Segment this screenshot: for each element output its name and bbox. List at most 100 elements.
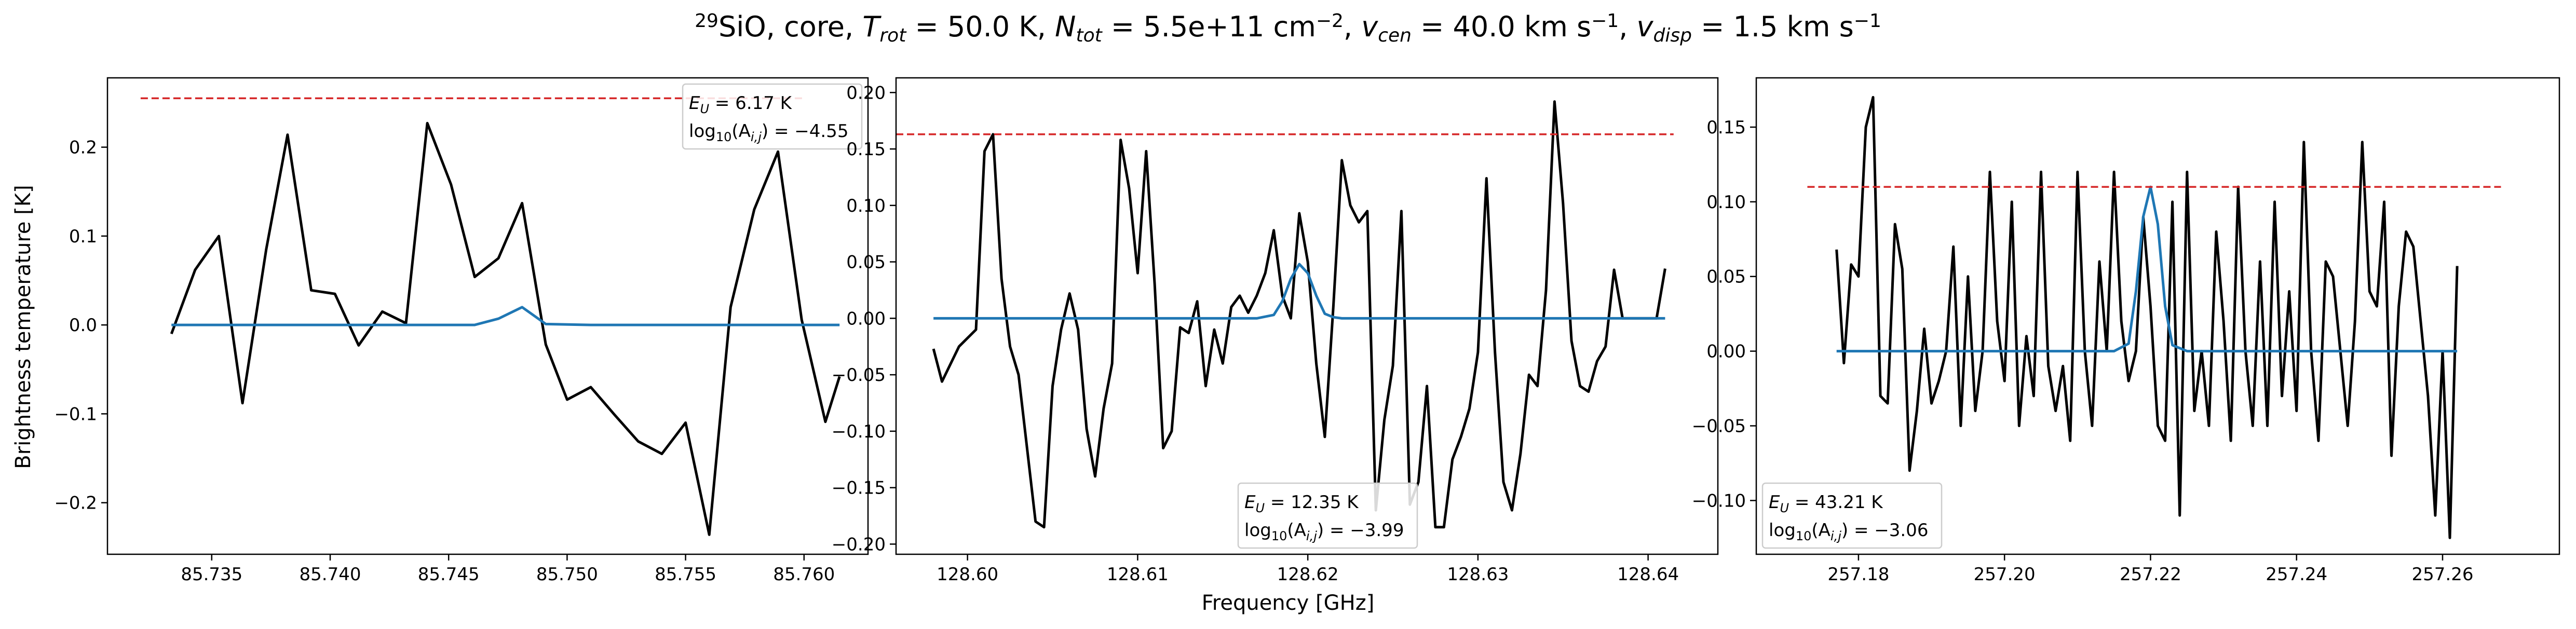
panel-2-model-line [933, 263, 1665, 320]
panel-1-legend-log-open: (A [731, 121, 751, 142]
title-sep1: , [1344, 10, 1361, 43]
x-axis-label: Frequency [GHz] [1202, 591, 1375, 615]
panel-3-legend-log-a: log10(Ai,j) = −3.06 [1769, 520, 1928, 543]
panel-3-y-tick-label: 0.10 [1706, 192, 1746, 213]
panel-3-x-tick-label: 257.20 [1974, 564, 2036, 585]
title-vcen-exp: −1 [1591, 10, 1619, 32]
title-sep2: , [1619, 10, 1636, 43]
panel-1-x-tick-label: 85.745 [418, 564, 480, 585]
title-ntot-value: = 5.5e+11 cm [1102, 10, 1316, 43]
panel-2-legend-log-sub2: i,j [1306, 529, 1317, 543]
panel-3-legend-box [1761, 482, 1943, 549]
panel-2-y-tick-label: −0.15 [832, 478, 886, 499]
panel-1-legend: EU = 6.17 K log10(Ai,j) = −4.55 [682, 83, 863, 150]
title-vdisp-exp: −1 [1854, 10, 1881, 32]
panel-3-legend-eu-value: = 43.21 K [1789, 492, 1883, 513]
panel-3-y-tick-label: −0.05 [1692, 416, 1746, 437]
title-isotope-sup: 29 [695, 10, 718, 32]
panel-3-observed-spectrum-line [1835, 95, 2459, 539]
title-trot-label: T [862, 10, 882, 43]
panel-1-legend-log-value: ) = −4.55 [762, 121, 849, 142]
panel-2-y-tick-label: −0.20 [832, 534, 886, 555]
panel-3-y-tick-label: 0.00 [1706, 341, 1746, 362]
panel-3-legend-eu: EU = 43.21 K [1769, 492, 1883, 515]
title-ntot-exp: −2 [1316, 10, 1344, 32]
panel-2-y-tick-label: 0.00 [846, 308, 886, 329]
panel-3-legend-log-open: (A [1811, 520, 1831, 541]
panel-1-legend-log-a: log10(Ai,j) = −4.55 [689, 121, 848, 144]
panel-2-legend-eu-sub: U [1255, 501, 1265, 515]
panel-3-y-tick-label: 0.15 [1706, 117, 1746, 138]
panel-1-legend-eu: EU = 6.17 K [689, 93, 793, 116]
panel-1-y-tick-label: 0.0 [69, 315, 97, 336]
panel-2-legend-log-open: (A [1287, 520, 1306, 541]
panel-3-y-tick-label: −0.10 [1692, 490, 1746, 511]
title-vcen-label: v [1361, 10, 1378, 43]
figure-title: 29SiO, core, Trot = 50.0 K, Ntot = 5.5e+… [695, 10, 1881, 46]
panel-1-observed-spectrum-line [170, 121, 841, 536]
panel-2-y-tick-label: −0.05 [832, 365, 886, 386]
panel-1-legend-log-sub2: i,j [751, 130, 762, 144]
panel-2-x-tick-label: 128.62 [1277, 564, 1339, 585]
panel-1-x-tick-label: 85.735 [181, 564, 242, 585]
panel-2-y-tick-label: 0.05 [846, 252, 886, 273]
title-vdisp-sub: disp [1653, 25, 1692, 46]
panel-2-y-tick-label: 0.15 [846, 139, 886, 160]
panel-2-x-tick-label: 128.63 [1447, 564, 1509, 585]
panel-2-legend-eu: EU = 12.35 K [1244, 492, 1359, 515]
panel-3-legend-log: log [1769, 520, 1796, 541]
title-vdisp-label: v [1637, 10, 1654, 43]
panel-2-legend-log-a: log10(Ai,j) = −3.99 [1244, 520, 1404, 543]
title-vcen-sub: cen [1378, 25, 1412, 46]
panel-1-legend-log-sub: 10 [716, 130, 732, 144]
panel-3-legend-eu-sub: U [1780, 501, 1789, 515]
panel-1-y-tick-label: −0.1 [54, 404, 97, 425]
panel-3-axes-frame [1755, 77, 2560, 555]
title-trot-sub: rot [879, 25, 907, 46]
panel-2-legend-box [1237, 482, 1418, 549]
panel-1-y-tick-label: 0.2 [69, 138, 97, 158]
panel-2-legend-log-sub: 10 [1271, 529, 1287, 543]
panel-2-legend: EU = 12.35 K log10(Ai,j) = −3.99 [1237, 482, 1418, 549]
panel-1-legend-eu-value: = 6.17 K [709, 93, 793, 114]
panel-1-legend-eu-sub: U [700, 102, 709, 116]
panel-1-legend-box [682, 83, 863, 150]
panel-3-x-tick-label: 257.24 [2266, 564, 2327, 585]
title-ntot-label: N [1055, 10, 1076, 43]
title-species: SiO, core, [718, 10, 862, 43]
panel-2-observed-spectrum-line [932, 100, 1666, 529]
panel-1-x-tick-label: 85.750 [536, 564, 598, 585]
panel-2-x-tick-label: 128.64 [1617, 564, 1679, 585]
panel-2-axes-frame [895, 77, 1719, 555]
panel-1-y-tick-label: 0.1 [69, 226, 97, 247]
panel-3-legend-eu-symbol: E [1769, 492, 1780, 513]
panel-3-x-tick-label: 257.26 [2411, 564, 2473, 585]
panel-3-legend-log-sub: 10 [1796, 529, 1812, 543]
panel-1-model-line [171, 306, 840, 326]
y-axis-label: Brightness temperature [K] [11, 185, 35, 469]
title-vdisp-value: = 1.5 km s [1692, 10, 1854, 43]
panel-2-legend-eu-symbol: E [1244, 492, 1256, 513]
panel-1-axes-frame [106, 77, 869, 555]
panel-3-x-tick-label: 257.22 [2120, 564, 2181, 585]
title-trot-value: = 50.0 K, [906, 10, 1055, 43]
panel-2-y-tick-label: 0.10 [846, 196, 886, 216]
panel-1: 85.735 85.740 85.745 85.750 85.755 85.760 −0.2… [54, 77, 869, 585]
panel-3-legend-log-value: ) = −3.06 [1841, 520, 1929, 541]
panel-2-legend-log-value: ) = −3.99 [1317, 520, 1404, 541]
panel-1-y-tick-label: −0.2 [54, 493, 97, 514]
panel-3-x-tick-label: 257.18 [1827, 564, 1889, 585]
title-vcen-value: = 40.0 km s [1412, 10, 1591, 43]
panel-2-y-tick-label: −0.10 [832, 421, 886, 442]
panel-1-x-tick-label: 85.755 [655, 564, 716, 585]
panel-2: 128.60 128.61 128.62 128.63 128.64 −0.20 −0.15… [832, 77, 1719, 585]
panel-1-x-tick-label: 85.740 [300, 564, 361, 585]
panel-2-legend-eu-value: = 12.35 K [1265, 492, 1359, 513]
panel-1-x-tick-label: 85.760 [773, 564, 835, 585]
panel-3-y-tick-label: 0.05 [1706, 267, 1746, 288]
panel-1-legend-log: log [689, 121, 716, 142]
panel-3: 257.18 257.20 257.22 257.24 257.26 −0.10 −0.05… [1692, 77, 2560, 585]
panel-3-legend-log-sub2: i,j [1831, 529, 1841, 543]
panel-3-legend: EU = 43.21 K log10(Ai,j) = −3.06 [1761, 482, 1943, 549]
